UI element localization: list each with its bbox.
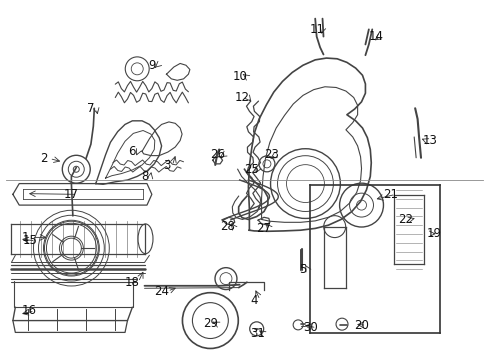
Text: 5: 5 — [299, 263, 306, 276]
Text: 17: 17 — [64, 188, 79, 201]
Text: 26: 26 — [210, 148, 224, 161]
Text: 14: 14 — [368, 30, 383, 43]
Text: 11: 11 — [309, 23, 325, 36]
Text: 21: 21 — [383, 188, 397, 201]
Text: 31: 31 — [249, 327, 264, 339]
Text: 22: 22 — [397, 213, 412, 226]
Text: 9: 9 — [148, 59, 155, 72]
Text: 30: 30 — [303, 321, 318, 334]
Text: 4: 4 — [250, 294, 258, 307]
Text: 16: 16 — [21, 305, 37, 318]
Text: 23: 23 — [264, 148, 278, 161]
Text: 25: 25 — [244, 163, 259, 176]
Text: 12: 12 — [234, 91, 249, 104]
Text: 10: 10 — [232, 69, 246, 82]
Text: 2: 2 — [40, 152, 47, 165]
Text: 3: 3 — [163, 159, 170, 172]
Text: 1: 1 — [21, 231, 29, 244]
Text: 6: 6 — [128, 145, 136, 158]
Text: 13: 13 — [422, 134, 436, 147]
Text: 29: 29 — [203, 317, 218, 330]
Text: 8: 8 — [141, 170, 148, 183]
Text: 19: 19 — [427, 227, 441, 240]
Text: 27: 27 — [256, 222, 271, 235]
Text: 28: 28 — [220, 220, 234, 233]
Text: 7: 7 — [87, 102, 95, 115]
Text: 20: 20 — [353, 319, 368, 332]
Text: 15: 15 — [22, 234, 37, 247]
Text: 24: 24 — [154, 285, 169, 298]
Text: 18: 18 — [124, 276, 140, 289]
